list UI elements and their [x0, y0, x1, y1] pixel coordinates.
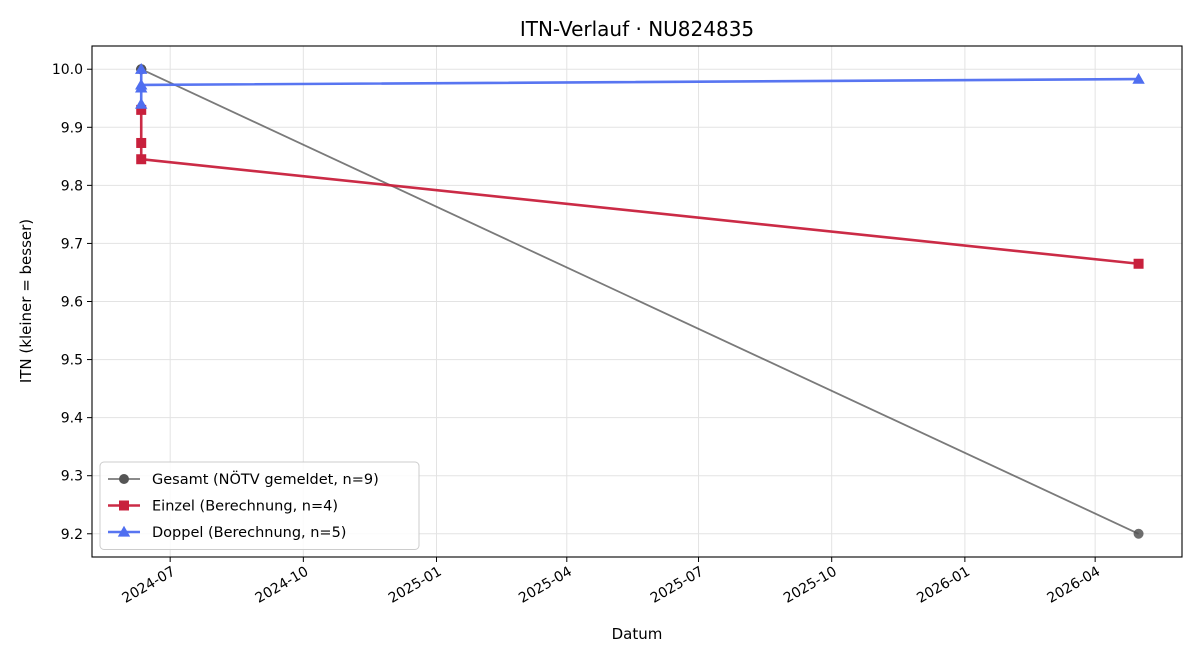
data-point-triangle	[135, 97, 148, 109]
chart-title: ITN-Verlauf · NU824835	[520, 17, 754, 41]
x-tick-label: 2026-01	[914, 564, 973, 607]
data-point-circle	[1133, 528, 1144, 539]
y-tick-label: 9.3	[61, 469, 83, 485]
data-point-circle	[119, 474, 129, 484]
y-tick-label: 9.9	[61, 120, 83, 136]
legend-entry: Doppel (Berechnung, n=5)	[108, 525, 346, 541]
legend-box	[99, 461, 420, 550]
series-line	[140, 68, 1139, 535]
y-tick-label: 9.8	[61, 178, 83, 194]
x-tick-label: 2024-07	[120, 564, 179, 607]
y-tick-label: 10.0	[52, 62, 83, 78]
data-point-triangle	[135, 63, 148, 74]
grid-lines	[92, 46, 1182, 557]
y-tick-label: 9.4	[61, 411, 83, 427]
series-layer	[135, 63, 1145, 539]
data-point-square	[136, 104, 147, 115]
y-axis: 9.2 9.3 9.4 9.5 9.6 9.7 9.8 9.9 10.0	[52, 62, 92, 543]
legend-entry: Gesamt (NÖTV gemeldet, n=9)	[108, 470, 379, 488]
x-tick-label: 2024-10	[253, 564, 312, 607]
y-tick-label: 9.5	[61, 353, 83, 369]
x-tick-label: 2025-10	[781, 564, 840, 607]
y-tick-label: 9.7	[61, 236, 83, 252]
legend-label: Gesamt (NÖTV gemeldet, n=9)	[152, 470, 379, 488]
data-point-square	[136, 137, 147, 148]
y-tick-label: 9.6	[61, 295, 83, 311]
series-line	[139, 69, 1139, 106]
data-point-square	[119, 500, 129, 511]
series-square	[136, 104, 1144, 269]
legend: Gesamt (NÖTV gemeldet, n=9) Einzel (Berec…	[99, 461, 420, 550]
x-tick-label: 2025-07	[648, 564, 707, 607]
data-point-triangle	[117, 525, 131, 537]
x-axis: 2024-07 2024-10 2025-01 2025-04 2025-07 2025-…	[120, 557, 1103, 607]
data-point-square	[1133, 258, 1144, 269]
x-tick-label: 2026-04	[1044, 564, 1103, 607]
legend-label: Doppel (Berechnung, n=5)	[152, 525, 346, 541]
x-tick-label: 2025-01	[386, 564, 445, 607]
y-axis-title: ITN (kleiner = besser)	[17, 219, 35, 383]
y-tick-label: 9.2	[61, 527, 83, 543]
legend-entry: Einzel (Berechnung, n=4)	[108, 499, 338, 515]
data-point-triangle	[1132, 72, 1145, 84]
legend-label: Einzel (Berechnung, n=4)	[152, 499, 338, 515]
series-triangle	[135, 63, 1145, 109]
data-point-triangle	[135, 78, 148, 90]
x-axis-title: Datum	[612, 625, 663, 643]
series-line	[139, 109, 1139, 266]
data-point-square	[136, 154, 147, 165]
x-tick-label: 2025-04	[516, 564, 575, 607]
